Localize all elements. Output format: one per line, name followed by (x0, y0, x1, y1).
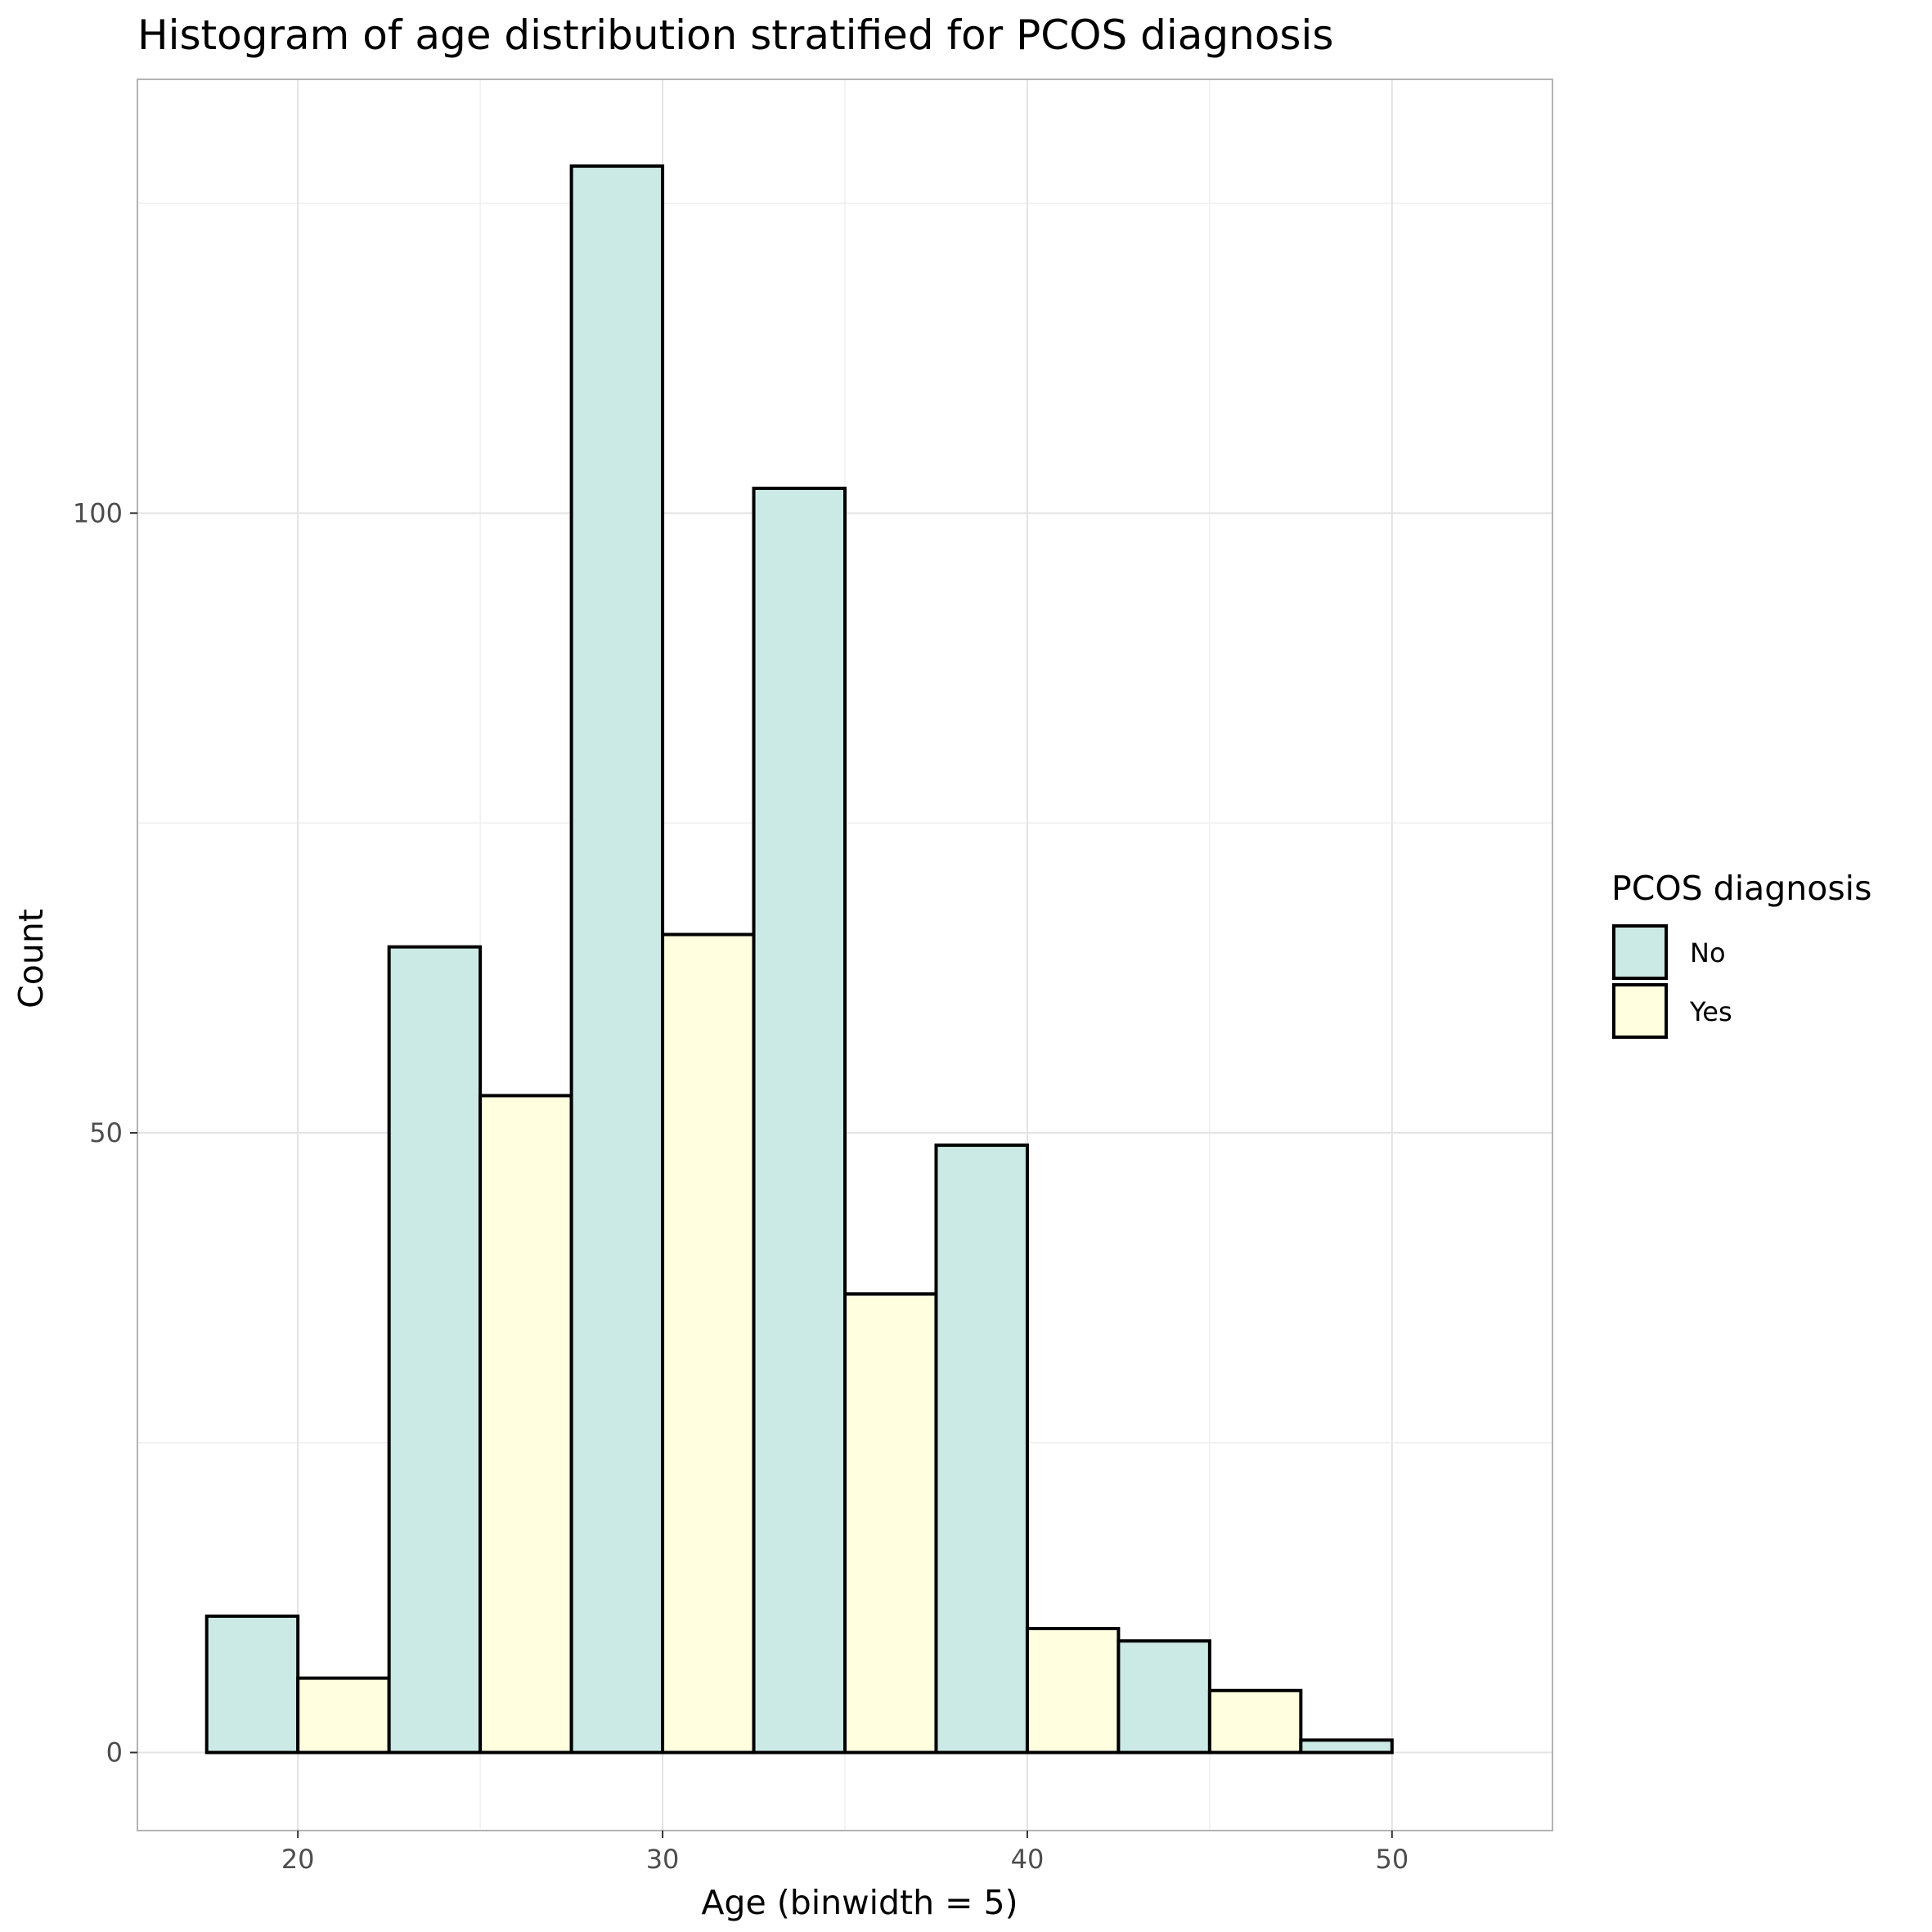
bars (204, 164, 1394, 1755)
histogram-bar (661, 932, 756, 1755)
plot-panel (137, 79, 1553, 1831)
legend-key (1612, 924, 1668, 980)
chart-title: Histogram of age distribution stratified… (137, 11, 1333, 59)
legend: PCOS diagnosis No Yes (1611, 869, 1871, 1039)
histogram-bar (296, 1676, 391, 1755)
legend-label: Yes (1689, 996, 1732, 1027)
histogram-bar (934, 1143, 1029, 1755)
legend-key (1612, 983, 1668, 1039)
x-axis: 20 30 40 50 (281, 1831, 1409, 1875)
x-tick-label: 30 (646, 1844, 680, 1875)
x-tick-label: 50 (1375, 1844, 1409, 1875)
x-tick-label: 20 (281, 1844, 315, 1875)
histogram-bar (1299, 1738, 1394, 1755)
legend-title: PCOS diagnosis (1611, 869, 1871, 908)
x-tick-label: 40 (1011, 1844, 1045, 1875)
y-tick-label: 50 (89, 1117, 123, 1148)
histogram-bar (752, 487, 847, 1755)
histogram-bar (204, 1614, 300, 1755)
legend-entries: No Yes (1612, 924, 1732, 1039)
panel-border (137, 79, 1553, 1831)
histogram-bar (479, 1094, 573, 1755)
y-tick-label: 100 (73, 497, 123, 528)
legend-label: No (1690, 937, 1726, 968)
histogram-bar (387, 945, 483, 1755)
histogram-bar (843, 1292, 938, 1755)
x-axis-title: Age (binwidth = 5) (701, 1883, 1018, 1922)
y-tick-label: 0 (106, 1737, 123, 1768)
y-axis: 0 50 100 (73, 497, 137, 1768)
histogram-bar (1207, 1688, 1303, 1755)
histogram-bar (569, 164, 665, 1755)
y-axis-title: Count (11, 909, 51, 1009)
histogram-bar (1025, 1627, 1121, 1755)
histogram-bar (1117, 1639, 1211, 1755)
